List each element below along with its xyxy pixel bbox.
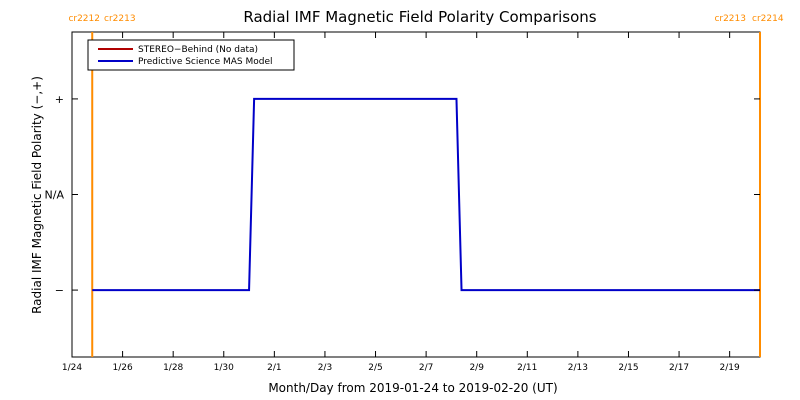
carrington-label-left: cr2213 — [714, 14, 746, 24]
x-tick-label: 2/15 — [618, 363, 638, 373]
carrington-label-left: cr2212 — [68, 14, 100, 24]
x-tick-label: 2/17 — [669, 363, 689, 373]
y-axis-ticks: + N/A − — [45, 93, 760, 297]
y-axis-label: Radial IMF Magnetic Field Polarity (−,+) — [30, 76, 44, 314]
plot-frame — [71, 31, 761, 358]
x-tick-label: 2/5 — [368, 363, 382, 373]
x-tick-label: 1/30 — [214, 363, 234, 373]
y-tick-label: + — [55, 93, 64, 106]
legend-label-model: Predictive Science MAS Model — [138, 57, 273, 67]
x-tick-label: 2/13 — [568, 363, 588, 373]
x-tick-label: 2/9 — [469, 363, 484, 373]
legend-box — [87, 39, 295, 71]
carrington-label-right: cr2213 — [104, 14, 136, 24]
x-tick-label: 2/19 — [720, 363, 740, 373]
x-axis-ticks: 1/24 1/26 1/28 1/30 2/1 2/3 2/5 2/7 2/9 2/11 2/13 2… — [62, 32, 740, 373]
x-tick-label: 2/7 — [419, 363, 433, 373]
x-tick-label: 2/3 — [318, 363, 332, 373]
legend: STEREO−Behind (No data) Predictive Scien… — [87, 39, 295, 71]
chart-title: Radial IMF Magnetic Field Polarity Compa… — [243, 8, 596, 26]
legend-label-stereo: STEREO−Behind (No data) — [138, 45, 258, 55]
x-tick-label: 1/26 — [112, 363, 132, 373]
x-tick-label: 1/28 — [163, 363, 183, 373]
x-axis-label: Month/Day from 2019-01-24 to 2019-02-20 … — [268, 381, 557, 395]
x-tick-label: 2/11 — [517, 363, 537, 373]
x-tick-label: 2/1 — [267, 363, 281, 373]
x-tick-label: 1/24 — [62, 363, 82, 373]
y-tick-label: − — [55, 284, 64, 297]
series-line-model — [92, 97, 760, 292]
y-tick-label: N/A — [45, 189, 65, 202]
series-layer — [92, 97, 760, 292]
carrington-label-right: cr2214 — [752, 14, 784, 24]
